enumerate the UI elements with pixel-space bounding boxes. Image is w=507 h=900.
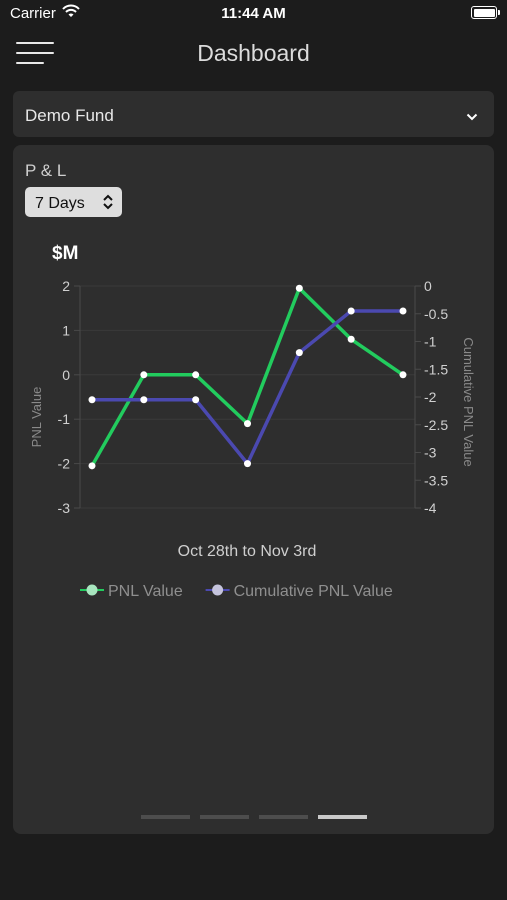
y-left-axis-label: PNL Value — [29, 387, 44, 448]
series-2-point — [192, 396, 200, 404]
y-left-tick-label: -1 — [58, 411, 71, 427]
y-right-axis-label: Cumulative PNL Value — [461, 337, 476, 466]
series-2-point — [244, 460, 251, 468]
legend-swatch-marker — [212, 584, 224, 596]
series-1-point — [140, 371, 148, 379]
legend-swatch-marker — [86, 584, 98, 596]
pnl-card: P & L 7 Days $M 2 1 0 -1 -2 -3 0 -0.5 -1 -1.5 -2 -2… — [13, 145, 494, 834]
battery-icon — [471, 6, 500, 19]
page-indicator-dot[interactable] — [259, 815, 308, 819]
nav-bar: Dashboard — [0, 28, 507, 78]
series-line-1 — [90, 286, 404, 467]
y-right-tick-label: 0 — [424, 278, 432, 294]
series-2-point — [347, 307, 355, 315]
y-right-tick-label: -3 — [424, 445, 437, 461]
y-right-tick-label: -1 — [424, 334, 437, 350]
y-right-tick-label: -2.5 — [424, 417, 448, 433]
fund-selector[interactable]: Demo Fund — [13, 91, 494, 137]
legend-label: Cumulative PNL Value — [234, 583, 393, 600]
x-axis-label: Oct 28th to Nov 3rd — [178, 543, 317, 560]
legend-label: PNL Value — [108, 583, 183, 600]
series-1-point — [295, 284, 303, 292]
y-right-tick-label: -0.5 — [424, 306, 448, 322]
wifi-icon — [62, 4, 80, 22]
y-left-tick-label: -2 — [58, 456, 71, 472]
clock-time: 11:44 AM — [221, 5, 286, 22]
section-label: P & L — [25, 161, 67, 180]
y-right-tick-label: -1.5 — [424, 361, 448, 377]
hamburger-menu-icon[interactable] — [16, 42, 54, 64]
y-left-tick-label: 0 — [62, 367, 70, 383]
y-right-tick-label: -2 — [424, 389, 437, 405]
status-bar: Carrier 11:44 AM — [0, 0, 507, 28]
y-right-tick-label: -4 — [424, 500, 437, 516]
pnl-line-chart: 2 1 0 -1 -2 -3 0 -0.5 -1 -1.5 -2 -2.5 -3 -3.5 -4 PNL Va… — [29, 278, 476, 600]
series-1-point — [88, 462, 96, 470]
page-indicator-dot[interactable] — [318, 815, 367, 819]
chevron-down-icon — [466, 107, 478, 126]
fund-selector-value: Demo Fund — [25, 106, 114, 125]
y-left-tick-label: -3 — [58, 500, 71, 516]
series-1-point — [192, 371, 200, 379]
page-indicator-dot[interactable] — [200, 815, 249, 819]
page-title: Dashboard — [197, 40, 310, 66]
period-select[interactable]: 7 Days — [25, 187, 122, 217]
series-1-point — [347, 335, 355, 343]
y-left-tick-label: 1 — [62, 322, 70, 338]
y-left-tick-label: 2 — [62, 278, 70, 294]
up-down-arrows-icon — [102, 193, 114, 215]
series-2-point — [140, 396, 148, 404]
series-2-point — [88, 396, 96, 404]
y-right-tick-label: -3.5 — [424, 472, 448, 488]
unit-label: $M — [52, 243, 79, 264]
series-2-point — [295, 349, 303, 357]
carrier-label: Carrier — [10, 5, 56, 22]
series-1-point — [399, 371, 407, 379]
series-2-point — [399, 307, 407, 315]
page-indicator — [13, 815, 494, 819]
series-1-point — [244, 420, 251, 428]
page-indicator-dot[interactable] — [141, 815, 190, 819]
period-select-value: 7 Days — [35, 195, 85, 212]
